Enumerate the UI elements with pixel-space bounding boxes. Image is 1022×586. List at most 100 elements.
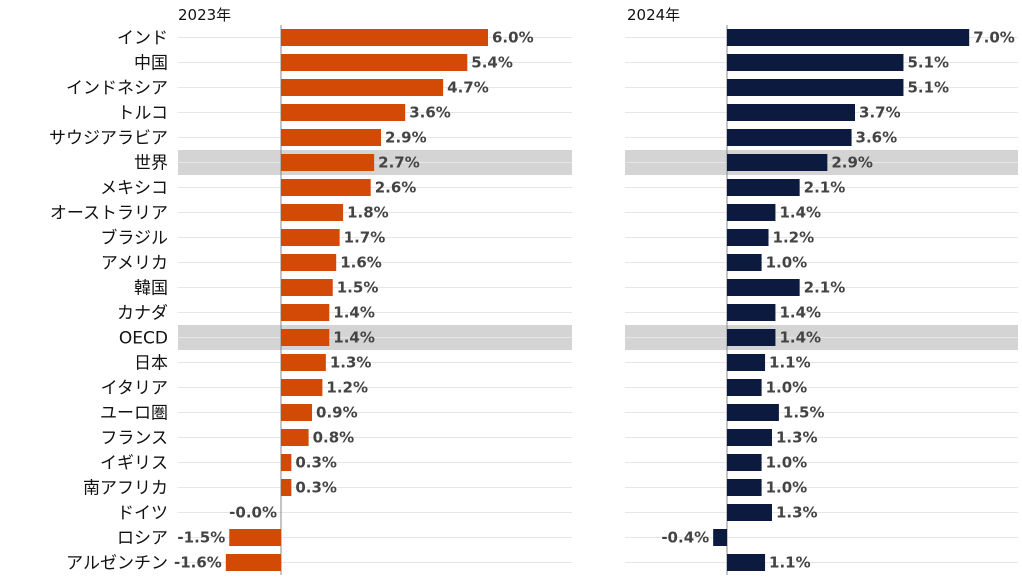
category-label: インドネシア [66,79,168,99]
bar [281,29,488,46]
bar [281,179,371,196]
value-label: 1.8% [347,204,389,222]
category-label: 南アフリカ [83,479,168,499]
value-label: 0.3% [295,454,337,472]
bar [727,329,776,346]
panel-title: 2023年 [178,6,231,24]
bar [281,429,309,446]
value-label: 2.9% [385,129,427,147]
bar [727,279,800,296]
category-label: ユーロ圏 [100,404,168,424]
category-label: ブラジル [100,228,168,249]
value-label: 0.9% [316,404,358,422]
value-label: 1.0% [766,379,808,397]
bar [281,129,382,146]
value-label: 1.0% [766,254,808,272]
value-label: 3.7% [859,104,901,122]
value-label: 1.1% [769,354,811,372]
category-label: カナダ [117,304,168,324]
value-label: 5.1% [907,54,949,72]
value-label: 1.5% [783,404,825,422]
value-label: 2.7% [378,154,420,172]
category-label: アルゼンチン [66,554,168,574]
bar [281,404,313,421]
value-label: 1.1% [769,554,811,572]
category-label: ロシア [117,529,168,549]
category-label: トルコ [117,104,168,124]
category-label: 韓国 [134,279,168,299]
value-label: -0.4% [661,529,709,547]
bar [727,29,970,46]
value-label: -1.6% [174,554,222,572]
category-label: 世界 [134,154,168,174]
bar [281,454,292,471]
value-label: 1.0% [766,479,808,497]
category-label: 中国 [134,54,168,74]
value-label: 1.7% [344,229,386,247]
value-label: -0.0% [229,504,277,522]
bar [727,204,776,221]
bar [727,504,772,521]
bar [727,379,762,396]
value-label: 1.2% [326,379,368,397]
category-label: OECD [119,329,168,349]
bar [727,354,766,371]
bar [281,379,323,396]
value-label: 2.1% [804,279,846,297]
bar [713,529,727,546]
bar [727,54,904,71]
value-label: 7.0% [973,29,1015,47]
bar [727,554,766,571]
value-label: 1.6% [340,254,382,272]
bar [281,479,292,496]
bar [727,404,779,421]
panel-title: 2024年 [627,6,680,24]
value-label: 1.3% [330,354,372,372]
category-label: フランス [100,429,168,449]
bar [727,429,772,446]
bar [281,279,333,296]
bar [727,254,762,271]
bar [727,229,769,246]
value-label: 4.7% [447,79,489,97]
bar [727,104,856,121]
value-label: 1.3% [776,429,818,447]
bar [281,329,330,346]
value-label: 5.1% [907,79,949,97]
value-label: 3.6% [409,104,451,122]
bar [225,554,281,571]
value-label: 6.0% [492,29,534,47]
bar [727,304,776,321]
value-label: 1.4% [333,304,375,322]
category-label: イギリス [100,454,168,474]
value-label: 1.0% [766,454,808,472]
value-label: 2.1% [804,179,846,197]
category-label: イタリア [101,379,168,399]
bar [281,204,344,221]
value-label: 0.3% [295,479,337,497]
bar [281,154,375,171]
value-label: 5.4% [471,54,513,72]
bar [281,54,468,71]
category-label: オーストラリア [50,204,168,224]
value-label: 2.6% [375,179,417,197]
bar [229,529,281,546]
value-label: 1.4% [779,329,821,347]
bar [727,479,762,496]
category-label: インド [117,29,168,49]
bar [727,79,904,96]
value-label: 1.4% [779,204,821,222]
category-label: サウジアラビア [49,129,168,149]
bar [281,304,330,321]
value-label: 2.9% [831,154,873,172]
bar [727,179,800,196]
bar [281,254,337,271]
bar [281,104,406,121]
value-label: 1.4% [779,304,821,322]
bar [281,79,444,96]
category-label: 日本 [134,354,168,374]
bar [727,454,762,471]
value-label: -1.5% [177,529,225,547]
value-label: 1.4% [333,329,375,347]
